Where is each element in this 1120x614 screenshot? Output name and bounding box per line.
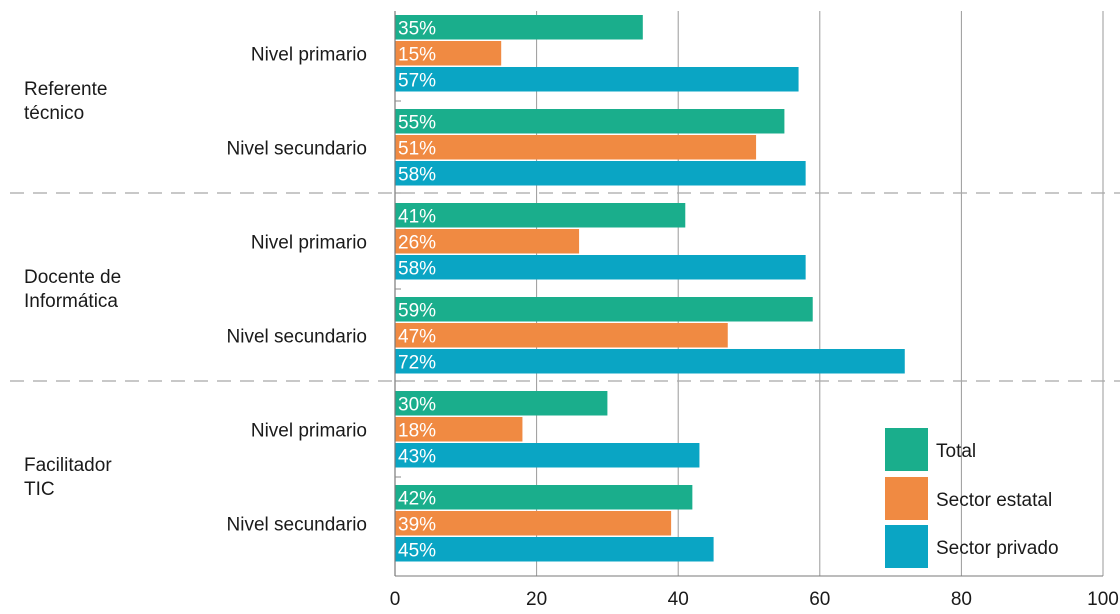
legend-label: Total xyxy=(936,441,976,462)
bar xyxy=(395,443,700,468)
bar xyxy=(395,161,806,186)
group-label: Facilitador xyxy=(24,455,112,476)
legend-swatch xyxy=(885,477,928,520)
bar xyxy=(395,511,672,536)
bar xyxy=(395,135,757,160)
level-label: Nivel secundario xyxy=(227,138,367,159)
x-tick-label: 40 xyxy=(668,589,689,610)
bar-value-label: 55% xyxy=(398,112,436,133)
bar-value-label: 72% xyxy=(398,352,436,373)
bar-value-label: 35% xyxy=(398,18,436,39)
bar xyxy=(395,485,693,510)
group-label: Referente xyxy=(24,79,107,100)
bar-value-label: 15% xyxy=(398,44,436,65)
bar-value-label: 30% xyxy=(398,394,436,415)
bar-value-label: 42% xyxy=(398,488,436,509)
level-label: Nivel secundario xyxy=(227,514,367,535)
group-separators xyxy=(10,192,1120,382)
bar-value-label: 45% xyxy=(398,540,436,561)
bar-value-label: 51% xyxy=(398,138,436,159)
legend-label: Sector privado xyxy=(936,538,1059,559)
bar xyxy=(395,109,785,134)
labels-layer: 35% 15% 57% Nivel primario 55% 51% 58% Nivel se… xyxy=(24,18,436,561)
bar-value-label: 47% xyxy=(398,326,436,347)
bar-value-label: 26% xyxy=(398,232,436,253)
group-label: Informática xyxy=(24,291,118,312)
grid-layer xyxy=(536,11,1104,576)
bar xyxy=(395,391,608,416)
legend-swatch xyxy=(885,428,928,471)
group-label: TIC xyxy=(24,479,55,500)
level-label: Nivel primario xyxy=(251,420,367,441)
legend-swatch xyxy=(885,525,928,568)
axis-layer: 0 20 40 60 80 100 xyxy=(390,11,1119,610)
bar-value-label: 59% xyxy=(398,300,436,321)
bar xyxy=(395,67,799,92)
group-label: técnico xyxy=(24,103,84,124)
group-label: Docente de xyxy=(24,267,121,288)
legend-label: Sector estatal xyxy=(936,490,1052,511)
bar xyxy=(395,41,502,66)
legend: Total Sector estatal Sector privado xyxy=(885,428,1059,568)
bar xyxy=(395,229,580,254)
bar xyxy=(395,417,523,442)
x-tick-label: 0 xyxy=(390,589,401,610)
bar xyxy=(395,15,643,40)
bar-value-label: 57% xyxy=(398,70,436,91)
bar xyxy=(395,537,714,562)
x-tick-label: 60 xyxy=(809,589,830,610)
bar-value-label: 18% xyxy=(398,420,436,441)
x-tick-label: 100 xyxy=(1087,589,1119,610)
bar xyxy=(395,297,813,322)
bar xyxy=(395,203,686,228)
level-label: Nivel primario xyxy=(251,44,367,65)
bar xyxy=(395,323,728,348)
x-tick-label: 80 xyxy=(951,589,972,610)
bar-value-label: 39% xyxy=(398,514,436,535)
bar-value-label: 58% xyxy=(398,258,436,279)
bar xyxy=(395,255,806,280)
bar-value-label: 43% xyxy=(398,446,436,467)
x-tick-label: 20 xyxy=(526,589,547,610)
level-label: Nivel primario xyxy=(251,232,367,253)
bar-value-label: 58% xyxy=(398,164,436,185)
bar xyxy=(395,349,905,374)
level-label: Nivel secundario xyxy=(227,326,367,347)
bar-value-label: 41% xyxy=(398,206,436,227)
bars-layer xyxy=(395,15,905,562)
